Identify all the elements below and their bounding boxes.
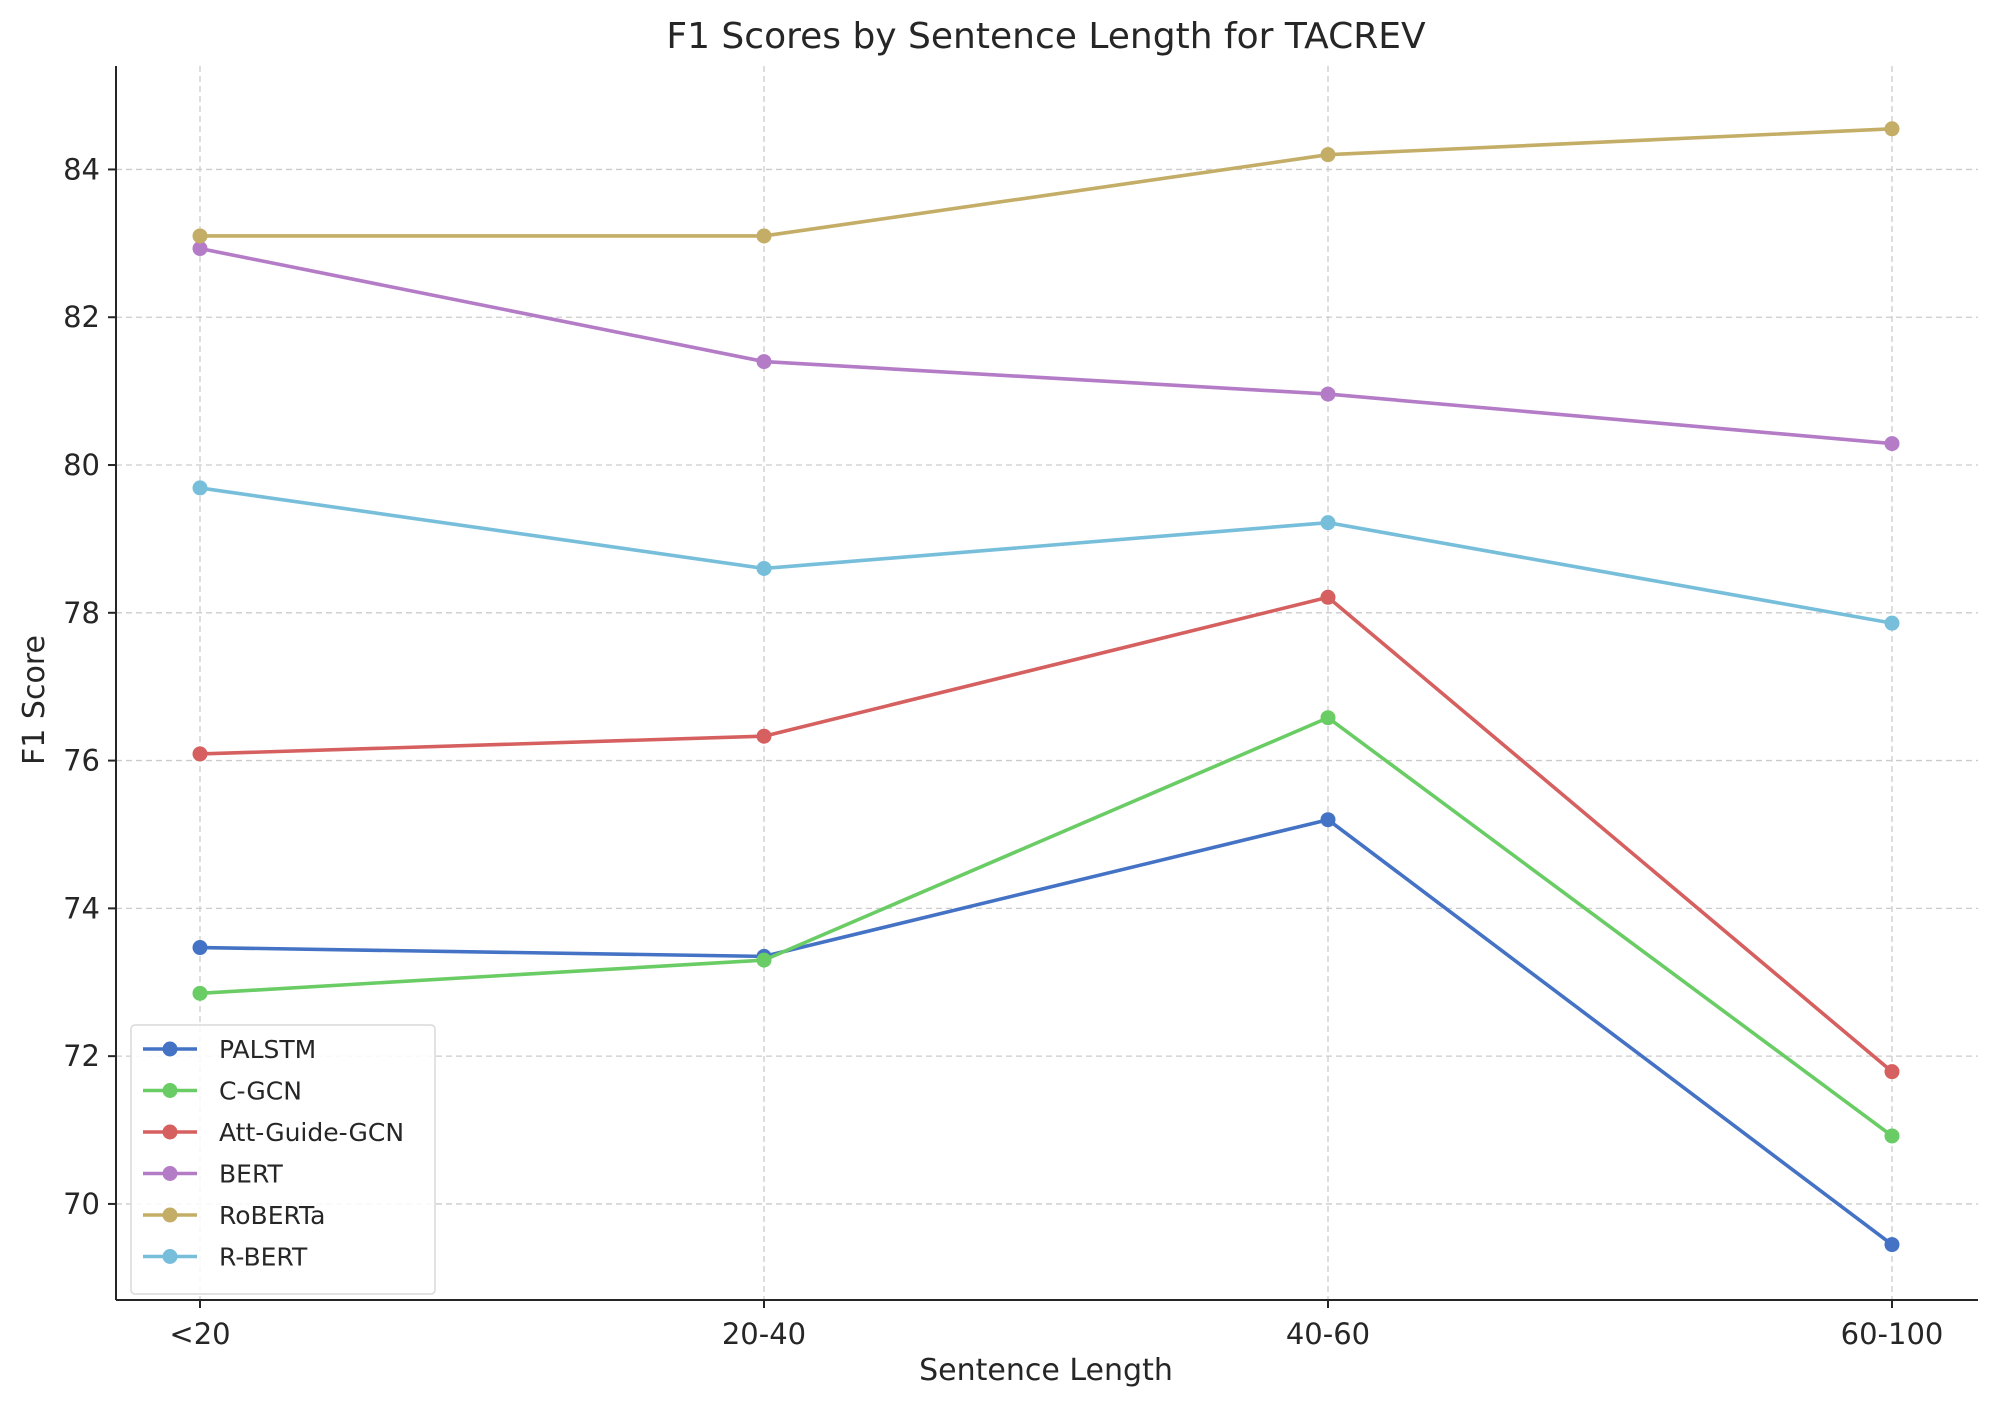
series-bert — [192, 241, 1900, 452]
series-line-c-gcn — [199, 715, 1894, 1138]
series-line-bert — [199, 246, 1893, 446]
data-point-att-guide-gcn — [756, 728, 772, 744]
y-tick-label: 76 — [63, 744, 100, 778]
series-c-gcn — [192, 710, 1900, 1144]
legend-label-palstm: PALSTM — [219, 1035, 316, 1064]
y-tick-label: 70 — [63, 1187, 100, 1221]
data-point-bert — [192, 241, 208, 257]
series-line-roberta — [200, 127, 1893, 238]
data-point-roberta — [1320, 147, 1336, 163]
legend: PALSTM C-GCN Att-Guide-GCN BERT RoBERTa R-BER… — [130, 1024, 436, 1295]
legend-swatch-marker-roberta — [162, 1207, 178, 1223]
x-tick-label: 40-60 — [1286, 1317, 1370, 1351]
y-tick-label: 84 — [63, 152, 100, 186]
y-tick-label: 78 — [63, 596, 100, 630]
legend-frame — [130, 1024, 436, 1295]
data-point-r-bert — [1884, 615, 1900, 631]
legend-swatch-marker-bert — [162, 1166, 178, 1181]
legend-label-c-gcn: C-GCN — [219, 1077, 302, 1106]
series-line-palstm — [199, 817, 1894, 1247]
data-point-c-gcn — [756, 952, 772, 968]
legend-label-att-guide-gcn: Att-Guide-GCN — [219, 1118, 404, 1147]
series-r-bert — [192, 480, 1900, 631]
data-point-bert — [756, 354, 772, 370]
data-point-att-guide-gcn — [192, 746, 208, 762]
x-tick-label: 60-100 — [1841, 1317, 1944, 1351]
data-point-r-bert — [756, 560, 772, 576]
chart-title: F1 Scores by Sentence Length for TACREV — [666, 16, 1426, 57]
axes — [115, 66, 1978, 1301]
y-tick-label: 82 — [63, 300, 100, 334]
x-tick-label: <20 — [169, 1317, 230, 1351]
legend-swatch-marker-att-guide-gcn — [162, 1124, 178, 1140]
data-point-roberta — [192, 228, 208, 244]
data-point-palstm — [1320, 812, 1336, 828]
y-tick-label: 72 — [63, 1039, 100, 1073]
data-point-roberta — [756, 228, 772, 244]
legend-label-bert: BERT — [219, 1160, 283, 1189]
legend-label-roberta: RoBERTa — [219, 1201, 326, 1230]
data-point-r-bert — [192, 480, 208, 496]
series-roberta — [192, 121, 1900, 244]
tick-labels: <20 20-40 40-60 60-100 70 72 74 76 78 80 82 84 — [63, 152, 1943, 1351]
legend-swatch-marker-r-bert — [162, 1249, 178, 1264]
series-line-att-guide-gcn — [199, 595, 1894, 1074]
legend-label-r-bert: R-BERT — [219, 1243, 308, 1272]
data-point-att-guide-gcn — [1884, 1064, 1900, 1080]
x-axis-label: Sentence Length — [919, 1353, 1173, 1388]
x-tick-label: 20-40 — [722, 1317, 806, 1351]
y-tick-label: 74 — [63, 891, 100, 925]
data-point-bert — [1884, 436, 1900, 452]
data-point-palstm — [1884, 1237, 1900, 1253]
series-palstm — [192, 812, 1900, 1253]
series-lines — [192, 121, 1900, 1253]
data-point-roberta — [1884, 121, 1900, 137]
series-att-guide-gcn — [192, 589, 1900, 1080]
data-point-c-gcn — [192, 985, 208, 1001]
data-point-att-guide-gcn — [1320, 589, 1336, 605]
legend-swatch-marker-palstm — [162, 1041, 178, 1057]
series-line-r-bert — [199, 486, 1893, 625]
y-axis-label: F1 Score — [17, 635, 52, 765]
data-point-bert — [1320, 386, 1336, 402]
legend-swatch-marker-c-gcn — [162, 1083, 178, 1098]
data-point-r-bert — [1320, 515, 1336, 531]
data-point-c-gcn — [1884, 1128, 1900, 1144]
data-point-c-gcn — [1320, 710, 1336, 726]
y-tick-label: 80 — [63, 448, 100, 482]
grid-lines — [116, 66, 1978, 1300]
data-point-palstm — [192, 940, 208, 956]
